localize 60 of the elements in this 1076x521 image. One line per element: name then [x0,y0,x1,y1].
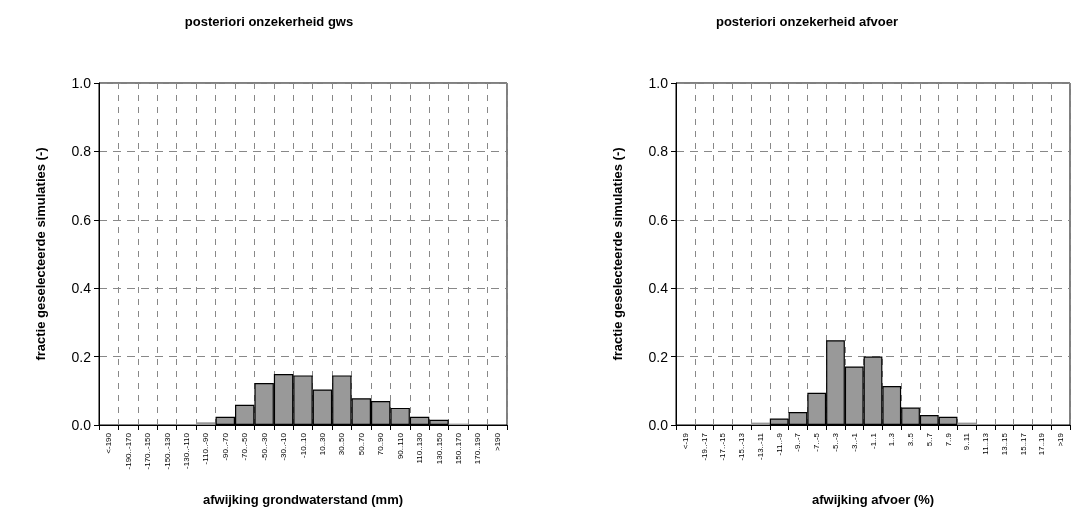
y-tick-label: 0.6 [71,211,92,228]
x-tick-label: -10..10 [298,432,308,458]
x-tick-label: -3..-1 [849,432,859,452]
x-tick-label: -19..-17 [699,432,709,461]
x-tick-label: 3..5 [906,432,916,447]
x-tick-label: 13..15 [999,432,1009,456]
y-tick-label: 1.0 [648,75,669,91]
x-tick-label: -17..-15 [718,432,728,461]
y-tick-label: 0.8 [71,143,92,160]
x-tick-label: -170..-150 [143,432,153,470]
x-tick-label: <-190 [104,432,114,454]
y-axis-title: fractie geselecteerde simulaties (-) [33,147,48,361]
x-tick-label: <-19 [680,432,690,450]
x-tick-label: -5..-3 [830,432,840,452]
chart-title: posteriori onzekerheid afvoer [715,14,899,29]
y-tick-label: 0.8 [648,143,669,160]
y-tick-label: 0.6 [648,211,669,228]
x-tick-label: 170..190 [473,432,483,465]
x-tick-label: 11..13 [981,432,991,455]
x-tick-label: -190..-170 [123,432,133,470]
x-axis-title: afwijking grondwaterstand (mm) [202,492,404,507]
x-tick-label: -70..-50 [240,432,250,461]
x-tick-label: -9..-7 [793,432,803,452]
x-tick-label: -150..-130 [162,432,172,470]
x-tick-label: 110..130 [415,432,425,464]
x-axis-title: afwijking afvoer (%) [811,492,935,507]
x-tick-label: -30..-10 [279,432,289,461]
x-tick-label: -110..-90 [201,432,211,465]
x-tick-label: 70..90 [376,432,386,456]
x-tick-label: 17..19 [1037,432,1047,456]
y-tick-label: 0.0 [648,417,669,433]
y-tick-label: 0.4 [648,280,669,297]
x-tick-label: >19 [1056,432,1066,447]
x-tick-label: -50..-30 [259,432,269,461]
x-tick-label: -130..-110 [181,432,191,469]
x-tick-label: 30..50 [337,432,347,456]
x-tick-label: 15..17 [1018,432,1028,456]
x-tick-label: -90..-70 [220,432,230,461]
x-tick-label: 90..110 [395,432,405,460]
y-tick-label: 0.2 [648,348,669,365]
y-tick-label: 1.0 [71,75,92,91]
x-tick-label: -7..-5 [812,432,822,452]
x-tick-label: 9..11 [962,432,972,451]
x-tick-label: 1..3 [887,432,897,447]
y-tick-label: 0.2 [71,348,92,365]
x-tick-label: 50..70 [356,432,366,456]
y-tick-label: 0.4 [71,280,92,297]
x-tick-label: -15..-13 [737,432,747,461]
x-tick-label: 7..9 [943,432,953,447]
x-tick-label: 150..170 [453,432,463,465]
x-tick-label: -11..-9 [774,432,784,456]
x-tick-label: 10..30 [317,432,327,456]
chart-title: posteriori onzekerheid gws [184,14,354,29]
y-axis-title: fractie geselecteerde simulaties (-) [610,147,625,361]
x-tick-label: 5..7 [924,432,934,447]
y-tick-label: 0.0 [71,417,92,433]
x-tick-label: >190 [492,432,502,452]
x-tick-label: 130..150 [434,432,444,465]
x-tick-label: -13..-11 [755,432,765,460]
x-tick-label: -1..1 [868,432,878,450]
